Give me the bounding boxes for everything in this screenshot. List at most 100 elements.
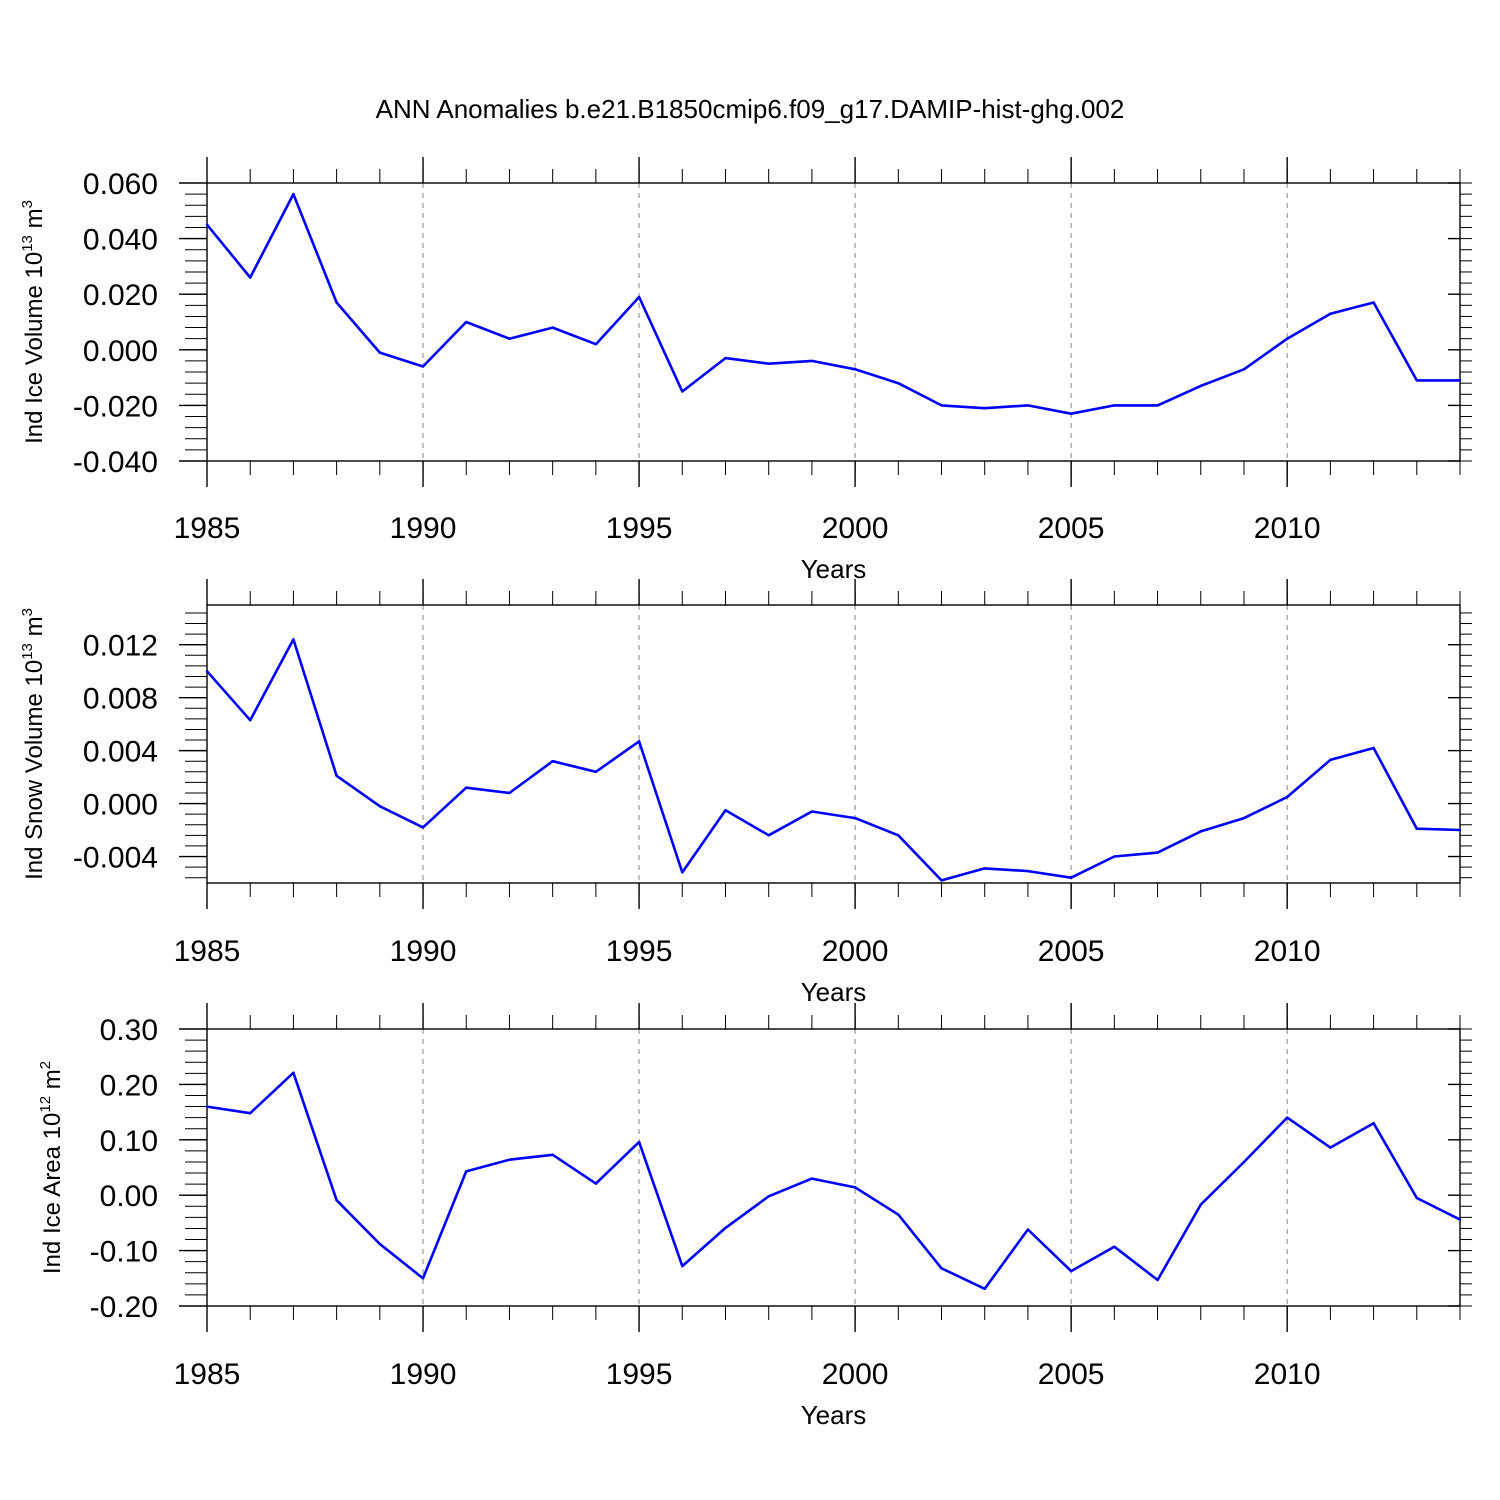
x-tick-label: 2000 [822, 1358, 889, 1391]
data-point [1285, 795, 1289, 799]
data-point [1415, 1196, 1418, 1200]
figure-title: ANN Anomalies b.e21.B1850cmip6.f09_g17.D… [376, 94, 1125, 124]
data-point [205, 223, 209, 226]
x-tick-label: 1990 [390, 935, 457, 968]
data-point [1026, 1228, 1030, 1231]
data-point [205, 669, 209, 673]
x-axis-label: Years [801, 977, 867, 1007]
y-tick-label: 0.020 [83, 279, 158, 312]
chart-panel-ice-area: 0.30 0.20 0.10 0.00 -0.10 -0.20 1985 1990 1995 20… [37, 1003, 1472, 1430]
x-tick-label: 1995 [606, 512, 673, 545]
plot-frame [206, 182, 1461, 462]
x-tick-label: 2000 [822, 512, 889, 545]
x-tick-label: 2000 [822, 935, 889, 968]
y-axis-label: Ind Snow Volume 1013 m3 [19, 608, 48, 880]
y-tick-label: 0.10 [100, 1125, 158, 1158]
y-tick-label: 0.060 [83, 168, 158, 201]
data-point [724, 356, 727, 360]
x-tick-label: 1985 [174, 512, 241, 545]
data-point [637, 295, 641, 299]
y-tick-label: -0.20 [90, 1291, 158, 1324]
data-point [681, 1264, 684, 1268]
data-point [594, 343, 598, 346]
data-point [1415, 379, 1418, 382]
data-point [508, 1158, 511, 1161]
x-tick-label: 2005 [1038, 512, 1105, 545]
data-point [1113, 855, 1116, 858]
data-point [249, 276, 252, 279]
data-point [1372, 1121, 1375, 1125]
data-point [1156, 1278, 1159, 1282]
y-tick-label: 0.000 [83, 789, 158, 822]
y-tick-label: 0.30 [100, 1014, 158, 1047]
chart-panel-ice-volume: 0.060 0.040 0.020 0.000 -0.020 -0.040 1985 1990… [19, 157, 1472, 584]
data-point [551, 760, 554, 763]
data-point [1069, 876, 1073, 879]
x-axis-label: Years [801, 554, 867, 584]
panels: 0.060 0.040 0.020 0.000 -0.020 -0.040 1985 1990… [19, 157, 1472, 1430]
data-point [292, 638, 295, 641]
data-point [983, 867, 986, 870]
data-point [1329, 758, 1332, 762]
data-point [421, 826, 425, 829]
data-point [853, 368, 857, 371]
data-point [465, 786, 468, 789]
data-point [551, 326, 554, 329]
x-axis-label: Years [801, 1400, 867, 1430]
data-point [1285, 1116, 1289, 1119]
data-point [1199, 1203, 1202, 1206]
data-point [983, 1287, 986, 1291]
data-point [335, 1198, 338, 1202]
data-point [767, 362, 770, 365]
data-point [465, 1170, 468, 1173]
x-tick-label: 1985 [174, 935, 241, 968]
y-tick-label: 0.004 [83, 736, 158, 769]
data-point [594, 770, 598, 773]
data-point [1329, 1146, 1332, 1149]
data-point [1026, 869, 1030, 873]
series-line-snow-volume [206, 638, 1461, 882]
data-point [637, 740, 641, 743]
data-point [940, 404, 943, 407]
data-point [1026, 404, 1030, 407]
plot-frame [206, 604, 1461, 884]
y-tick-label: -0.040 [73, 446, 158, 479]
data-point [508, 791, 511, 795]
plot-frame [206, 1028, 1461, 1307]
x-tick-label: 1990 [390, 1358, 457, 1391]
data-point [292, 1071, 295, 1074]
data-point [1372, 301, 1375, 304]
data-point [378, 805, 382, 808]
data-point [1069, 1269, 1073, 1273]
data-point [1415, 827, 1418, 830]
y-axis-label: Ind Ice Volume 1013 m3 [19, 200, 48, 444]
data-point [1285, 337, 1289, 340]
y-tick-label: 0.008 [83, 683, 158, 716]
data-point [637, 1140, 641, 1144]
chart-panel-snow-volume: 0.012 0.008 0.004 0.000 -0.004 1985 1990 1995 20… [19, 579, 1472, 1007]
data-point [1156, 851, 1159, 854]
data-point [897, 1213, 900, 1216]
data-point [1113, 404, 1116, 407]
x-tick-label: 2005 [1038, 1358, 1105, 1391]
y-tick-label: -0.004 [73, 842, 158, 875]
data-point [1329, 312, 1332, 315]
data-point [1242, 1160, 1246, 1164]
x-tick-label: 2005 [1038, 935, 1105, 968]
data-point [292, 192, 295, 196]
data-point [249, 1112, 252, 1115]
data-point [940, 1267, 943, 1270]
x-tick-label: 2010 [1254, 1358, 1321, 1391]
data-point [1372, 746, 1375, 750]
data-point [249, 718, 252, 722]
data-point [421, 365, 425, 368]
data-point [724, 1226, 727, 1230]
x-tick-label: 1990 [390, 512, 457, 545]
data-point [767, 1195, 770, 1198]
data-point [508, 337, 511, 340]
y-tick-label: -0.020 [73, 390, 158, 423]
data-point [1242, 816, 1246, 820]
data-point [1458, 828, 1462, 832]
data-point [1069, 412, 1073, 415]
y-tick-label: 0.040 [83, 224, 158, 257]
